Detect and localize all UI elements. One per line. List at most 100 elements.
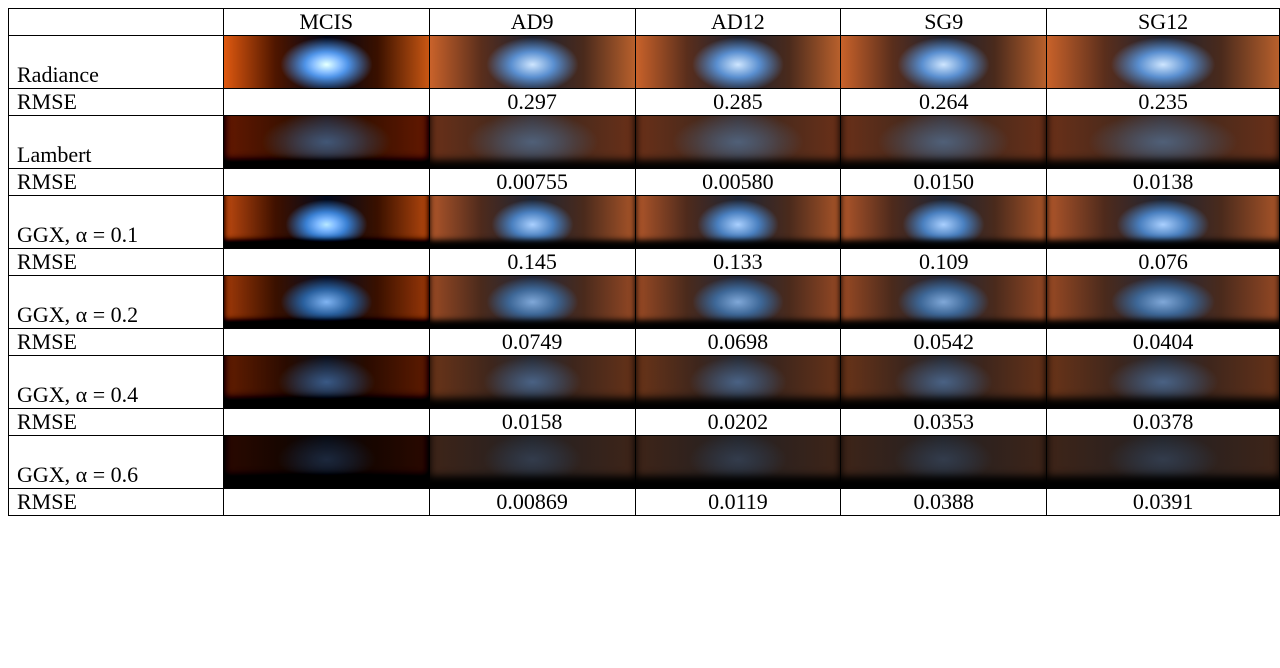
image-cell bbox=[1046, 355, 1280, 409]
image-cell bbox=[634, 275, 842, 329]
metric-value: 0.297 bbox=[428, 88, 636, 116]
metric-value: 0.0391 bbox=[1046, 488, 1280, 516]
rendered-image bbox=[1047, 436, 1279, 488]
metric-label: RMSE bbox=[8, 488, 224, 516]
rendered-image bbox=[429, 276, 635, 328]
rendered-image bbox=[429, 116, 635, 168]
image-cell bbox=[1046, 195, 1280, 249]
rendered-image bbox=[635, 36, 841, 88]
image-cell bbox=[222, 275, 430, 329]
image-cell bbox=[428, 115, 636, 169]
rendered-image bbox=[429, 196, 635, 248]
image-row: Radiance bbox=[8, 35, 1280, 89]
rendered-image bbox=[841, 356, 1047, 408]
metric-value: 0.076 bbox=[1046, 248, 1280, 276]
empty-cell bbox=[222, 488, 430, 516]
rendered-image bbox=[223, 276, 429, 328]
rendered-image bbox=[1047, 116, 1279, 168]
table-body: MCIS AD9 AD12 SG9 SG12 Radiance RMSE 0.297 0.285… bbox=[8, 8, 1280, 516]
metric-label: RMSE bbox=[8, 88, 224, 116]
corner-cell bbox=[8, 8, 224, 36]
image-row: GGX, α = 0.2 bbox=[8, 275, 1280, 329]
metric-value: 0.264 bbox=[840, 88, 1048, 116]
rendered-image bbox=[635, 196, 841, 248]
row-label: GGX, α = 0.6 bbox=[8, 435, 224, 489]
image-cell bbox=[840, 115, 1048, 169]
image-row: Lambert bbox=[8, 115, 1280, 169]
metric-label: RMSE bbox=[8, 248, 224, 276]
row-label: Radiance bbox=[8, 35, 224, 89]
metric-value: 0.0542 bbox=[840, 328, 1048, 356]
rendered-image bbox=[635, 116, 841, 168]
metric-value: 0.0698 bbox=[634, 328, 842, 356]
metric-value: 0.0119 bbox=[634, 488, 842, 516]
rendered-image bbox=[1047, 36, 1279, 88]
metric-value: 0.00869 bbox=[428, 488, 636, 516]
image-row: GGX, α = 0.1 bbox=[8, 195, 1280, 249]
image-cell bbox=[840, 435, 1048, 489]
image-cell bbox=[428, 275, 636, 329]
rendered-image bbox=[429, 436, 635, 488]
rendered-image bbox=[223, 436, 429, 488]
image-cell bbox=[222, 435, 430, 489]
rendered-image bbox=[635, 276, 841, 328]
image-cell bbox=[428, 355, 636, 409]
metric-value: 0.285 bbox=[634, 88, 842, 116]
rendered-image bbox=[841, 116, 1047, 168]
metric-label: RMSE bbox=[8, 328, 224, 356]
column-header: AD9 bbox=[428, 8, 636, 36]
metric-value: 0.0150 bbox=[840, 168, 1048, 196]
rendered-image bbox=[1047, 276, 1279, 328]
metric-value: 0.235 bbox=[1046, 88, 1280, 116]
rendered-image bbox=[841, 436, 1047, 488]
image-cell bbox=[840, 195, 1048, 249]
rendered-image bbox=[635, 356, 841, 408]
row-label: GGX, α = 0.1 bbox=[8, 195, 224, 249]
image-cell bbox=[1046, 115, 1280, 169]
metric-row: RMSE 0.297 0.285 0.264 0.235 bbox=[8, 88, 1280, 116]
metric-value: 0.0378 bbox=[1046, 408, 1280, 436]
header-row: MCIS AD9 AD12 SG9 SG12 bbox=[8, 8, 1280, 36]
rendered-image bbox=[429, 36, 635, 88]
metric-label: RMSE bbox=[8, 168, 224, 196]
image-cell bbox=[840, 275, 1048, 329]
column-header: SG12 bbox=[1046, 8, 1280, 36]
image-cell bbox=[634, 355, 842, 409]
metric-value: 0.00580 bbox=[634, 168, 842, 196]
image-cell bbox=[634, 35, 842, 89]
column-header: MCIS bbox=[222, 8, 430, 36]
image-cell bbox=[1046, 275, 1280, 329]
metric-label: RMSE bbox=[8, 408, 224, 436]
rendered-image bbox=[223, 116, 429, 168]
metric-value: 0.0158 bbox=[428, 408, 636, 436]
empty-cell bbox=[222, 248, 430, 276]
metric-row: RMSE 0.00869 0.0119 0.0388 0.0391 bbox=[8, 488, 1280, 516]
metric-value: 0.0404 bbox=[1046, 328, 1280, 356]
image-cell bbox=[634, 195, 842, 249]
empty-cell bbox=[222, 408, 430, 436]
image-cell bbox=[634, 115, 842, 169]
image-cell bbox=[428, 195, 636, 249]
metric-value: 0.0202 bbox=[634, 408, 842, 436]
rendered-image bbox=[429, 356, 635, 408]
image-cell bbox=[222, 115, 430, 169]
rendered-image bbox=[1047, 356, 1279, 408]
image-cell bbox=[428, 35, 636, 89]
rendered-image bbox=[841, 196, 1047, 248]
image-cell bbox=[840, 35, 1048, 89]
image-cell bbox=[222, 355, 430, 409]
rendered-image bbox=[223, 356, 429, 408]
metric-value: 0.145 bbox=[428, 248, 636, 276]
image-row: GGX, α = 0.4 bbox=[8, 355, 1280, 409]
metric-value: 0.0138 bbox=[1046, 168, 1280, 196]
row-label: GGX, α = 0.4 bbox=[8, 355, 224, 409]
metric-row: RMSE 0.00755 0.00580 0.0150 0.0138 bbox=[8, 168, 1280, 196]
results-table: MCIS AD9 AD12 SG9 SG12 Radiance RMSE 0.297 0.285… bbox=[8, 8, 1280, 516]
metric-row: RMSE 0.0158 0.0202 0.0353 0.0378 bbox=[8, 408, 1280, 436]
metric-value: 0.0749 bbox=[428, 328, 636, 356]
row-label: GGX, α = 0.2 bbox=[8, 275, 224, 329]
rendered-image bbox=[1047, 196, 1279, 248]
rendered-image bbox=[223, 36, 429, 88]
column-header: AD12 bbox=[634, 8, 842, 36]
